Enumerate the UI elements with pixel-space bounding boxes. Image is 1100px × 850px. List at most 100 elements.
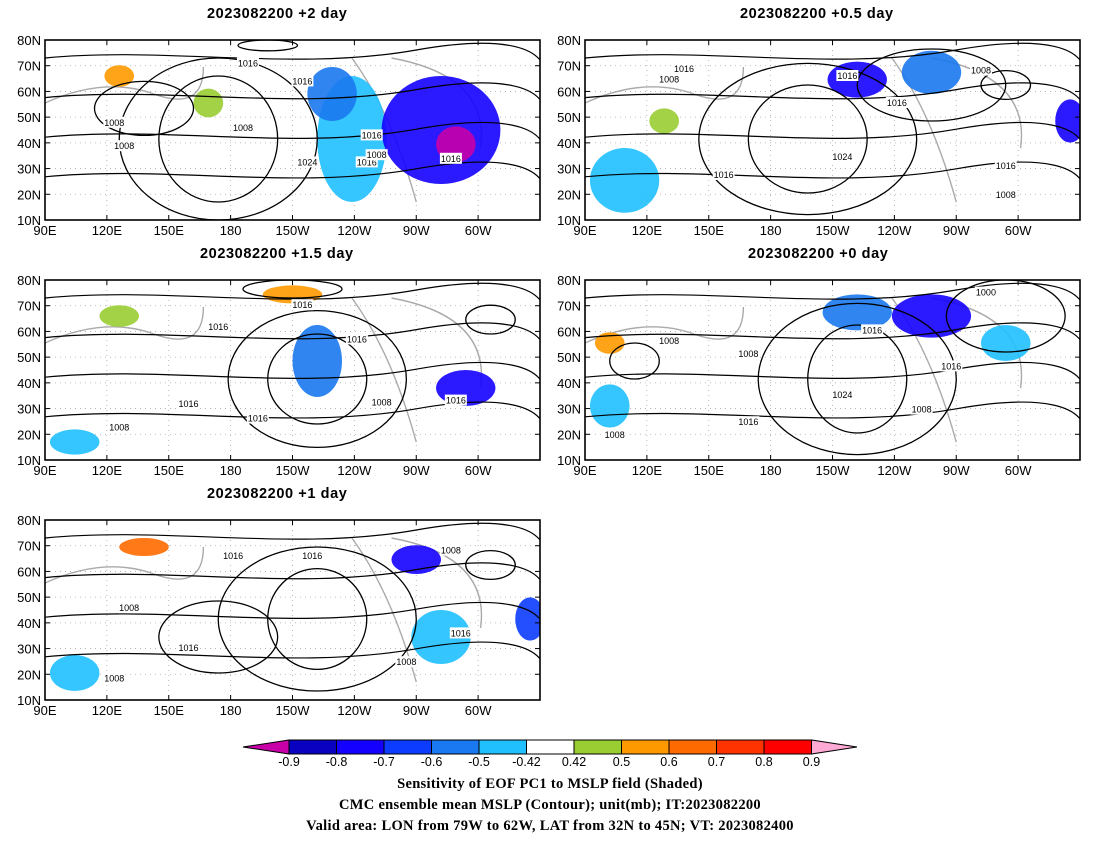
sensitivity-shading — [49, 655, 100, 691]
mslp-contour — [465, 304, 516, 335]
colorbar-swatch — [288, 739, 337, 755]
mslp-contour — [45, 641, 540, 659]
contour-label: 1016 — [941, 361, 961, 371]
mslp-contour — [227, 309, 407, 449]
lat-tick-label: 60N — [17, 84, 41, 99]
coastline-america — [351, 297, 483, 443]
lat-tick-label: 60N — [557, 84, 581, 99]
lon-tick-label: 90E — [33, 703, 56, 718]
lon-tick-label: 150E — [694, 463, 725, 478]
sensitivity-shading — [901, 50, 962, 94]
contour-label-bg — [970, 64, 992, 76]
caption-line-3: Valid area: LON from 79W to 62W, LAT fro… — [306, 818, 794, 834]
lat-tick-label: 30N — [17, 642, 41, 657]
contour-label-bg — [118, 602, 141, 614]
contour-label: 1016 — [179, 643, 199, 653]
lat-tick-label: 10N — [17, 453, 41, 468]
contour-label: 1008 — [372, 397, 392, 407]
mslp-contour — [585, 121, 1080, 140]
contour-label: 1008 — [738, 349, 758, 359]
mslp-contour — [45, 401, 540, 419]
mslp-contour — [45, 361, 540, 380]
contour-label-bg — [177, 398, 200, 410]
lat-tick-label: 70N — [557, 59, 581, 74]
lat-tick-label: 70N — [17, 59, 41, 74]
contour-label: 1024 — [832, 390, 852, 400]
lon-tick-label: 180 — [220, 223, 242, 238]
contour-label-bg — [994, 188, 1017, 200]
colorbar-under-triangle — [242, 739, 290, 755]
contour-label-bg — [994, 160, 1017, 171]
colorbar — [242, 739, 858, 755]
lon-tick-label: 150E — [694, 223, 725, 238]
contour-label-bg — [737, 347, 760, 359]
contour-label: 1016 — [837, 71, 857, 81]
contour-label-bg — [439, 152, 462, 164]
mslp-contour — [609, 342, 660, 380]
lon-tick-label: 60W — [1005, 463, 1032, 478]
mslp-contour — [45, 601, 540, 620]
colorbar-swatch — [621, 739, 670, 755]
contour-label: 1008 — [104, 118, 124, 128]
sensitivity-shading — [49, 429, 100, 455]
lat-tick-label: 70N — [17, 539, 41, 554]
colorbar-tick-label: 0.6 — [660, 755, 678, 769]
mslp-contour — [585, 42, 1080, 61]
mslp-contour — [585, 282, 1080, 301]
contour-label: 1016 — [738, 417, 758, 427]
lat-tick-label: 80N — [17, 273, 41, 288]
contour-label-bg — [301, 550, 324, 561]
sensitivity-shading — [411, 610, 471, 664]
colorbar-swatch — [763, 739, 812, 755]
contour-label-bg — [246, 412, 269, 424]
contour-label: 1016 — [441, 154, 461, 164]
mslp-contour — [45, 522, 540, 541]
lat-tick-label: 20N — [557, 187, 581, 202]
contour-label: 1008 — [104, 673, 124, 683]
contour-label-bg — [113, 140, 136, 152]
lat-tick-label: 10N — [17, 693, 41, 708]
lon-tick-label: 90W — [403, 223, 430, 238]
lat-tick-label: 30N — [17, 162, 41, 177]
contour-label: 1016 — [862, 325, 882, 335]
lon-tick-label: 90W — [403, 703, 430, 718]
coastline-asia — [585, 66, 745, 104]
mslp-contour — [242, 280, 343, 299]
mslp-contour — [585, 82, 1080, 100]
contour-label: 1016 — [451, 628, 471, 638]
panel-title-plus0: 2023082200 +0 day — [748, 246, 889, 262]
contour-label: 1008 — [971, 66, 991, 76]
lon-tick-label: 150E — [154, 223, 185, 238]
contour-label-bg — [940, 360, 963, 372]
colorbar-tick-label: 0.8 — [755, 755, 773, 769]
lat-tick-label: 50N — [557, 110, 581, 125]
contour-label-bg — [737, 416, 760, 428]
contour-label: 1016 — [347, 334, 367, 344]
mslp-contour — [45, 42, 540, 61]
colorbar-tick-label: -0.42 — [512, 755, 541, 769]
contour-label-bg — [355, 156, 378, 168]
colorbar-tick-label: 0.7 — [707, 755, 726, 769]
contour-label-bg — [207, 320, 230, 332]
sensitivity-shading — [589, 148, 660, 213]
contour-label: 1016 — [302, 551, 322, 561]
lat-tick-label: 70N — [557, 299, 581, 314]
contour-label-bg — [974, 286, 997, 298]
colorbar-swatch — [336, 739, 385, 755]
colorbar-over-triangle — [811, 739, 858, 755]
contour-label: 1016 — [223, 551, 243, 561]
contour-label: 1016 — [238, 58, 258, 68]
contour-label: 1008 — [367, 150, 387, 160]
coastline-asia — [45, 546, 205, 584]
panel-title-plus2: 2023082200 +2 day — [207, 6, 348, 22]
contour-label-bg — [370, 396, 393, 408]
contour-label: 1008 — [119, 603, 139, 613]
lon-tick-label: 60W — [465, 223, 492, 238]
lat-tick-label: 40N — [17, 616, 41, 631]
contour-label-bg — [365, 149, 388, 161]
lat-tick-label: 80N — [17, 33, 41, 48]
contour-label: 1016 — [887, 98, 907, 108]
lon-tick-label: 120E — [92, 463, 123, 478]
mslp-contour — [807, 324, 908, 434]
